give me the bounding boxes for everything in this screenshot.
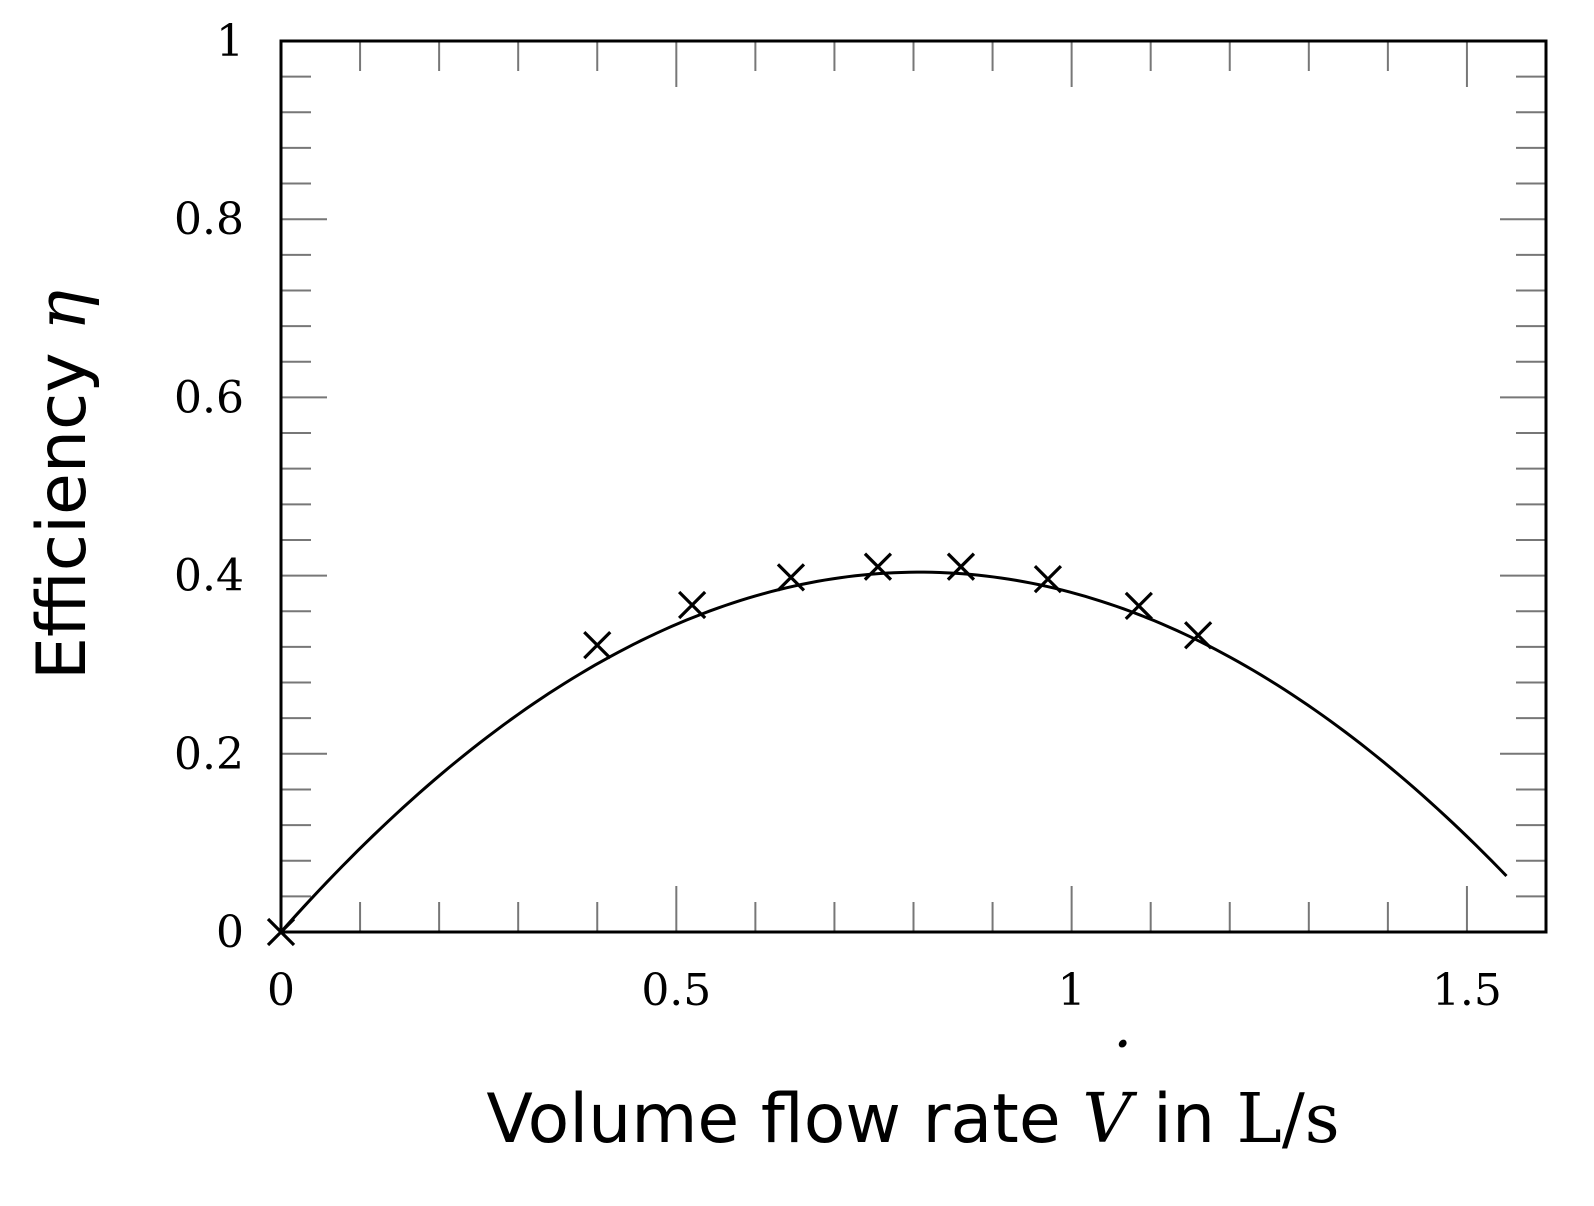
- data-point-cross: [946, 552, 976, 581]
- minor-ticks: [281, 41, 1546, 932]
- x-axis-label-connector: in: [1153, 1080, 1215, 1159]
- x-axis-label-text: Volume flow rate: [486, 1080, 1060, 1159]
- y-tick-label: 0.2: [174, 729, 244, 780]
- y-tick-label: 0: [216, 907, 244, 958]
- data-point-cross: [677, 590, 707, 620]
- y-axis-label-symbol: η: [23, 290, 102, 331]
- x-tick-label: 0: [267, 965, 295, 1016]
- data-point-cross: [863, 552, 893, 581]
- y-tick-label: 1: [216, 16, 244, 67]
- data-markers: [266, 552, 1213, 947]
- x-axis-label-unit: L/s: [1237, 1080, 1340, 1159]
- plot-frame: [279, 39, 1548, 934]
- x-axis-label-symbol-accent: ˙: [1099, 1030, 1133, 1109]
- x-tick-label: 0.5: [641, 965, 711, 1016]
- data-point-cross: [1183, 621, 1213, 650]
- y-tick-label: 0.6: [174, 372, 244, 423]
- x-axis-label: Volume flow rate V in L/s: [486, 1080, 1339, 1159]
- x-tick-label: 1.5: [1432, 965, 1502, 1016]
- fit-curve: [279, 570, 1508, 933]
- data-point-cross: [583, 630, 612, 660]
- y-tick-label: 0.8: [174, 194, 244, 245]
- y-axis-label: Efficiency η: [23, 290, 102, 680]
- x-tick-label: 1: [1058, 965, 1086, 1016]
- y-axis-label-text: Efficiency: [23, 352, 102, 680]
- data-point-cross: [1033, 565, 1063, 594]
- x-axis-label-symbol: V: [1082, 1080, 1137, 1159]
- data-point-cross: [1124, 591, 1153, 621]
- fit-curve-group: [279, 570, 1508, 933]
- x-tick-labels: 0 0.5 1 1.5: [267, 965, 1502, 1016]
- data-point-cross: [776, 563, 806, 592]
- y-tick-label: 0.4: [174, 551, 244, 602]
- y-tick-labels: 0 0.2 0.4 0.6 0.8 1: [174, 16, 244, 958]
- major-ticks: [280, 40, 1546, 933]
